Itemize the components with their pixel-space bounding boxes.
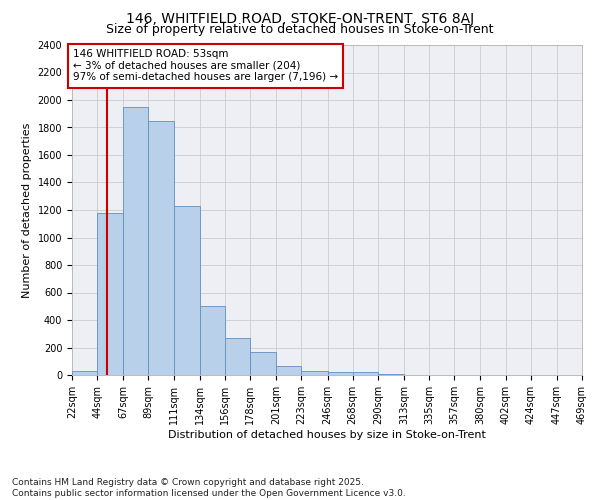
Text: Contains HM Land Registry data © Crown copyright and database right 2025.
Contai: Contains HM Land Registry data © Crown c… [12,478,406,498]
Text: Size of property relative to detached houses in Stoke-on-Trent: Size of property relative to detached ho… [106,22,494,36]
Bar [200,306,225,375]
Bar [378,374,404,375]
Bar [148,120,173,375]
Text: 146 WHITFIELD ROAD: 53sqm
← 3% of detached houses are smaller (204)
97% of semi-: 146 WHITFIELD ROAD: 53sqm ← 3% of detach… [73,49,338,82]
Text: 146, WHITFIELD ROAD, STOKE-ON-TRENT, ST6 8AJ: 146, WHITFIELD ROAD, STOKE-ON-TRENT, ST6… [126,12,474,26]
X-axis label: Distribution of detached houses by size in Stoke-on-Trent: Distribution of detached houses by size … [168,430,486,440]
Bar [173,206,200,375]
Bar [124,107,148,375]
Bar [225,338,250,375]
Bar [301,371,328,375]
Bar [97,213,124,375]
Bar [353,372,378,375]
Bar [328,372,353,375]
Bar [250,352,276,375]
Bar [72,371,97,375]
Bar [276,366,301,375]
Y-axis label: Number of detached properties: Number of detached properties [22,122,32,298]
